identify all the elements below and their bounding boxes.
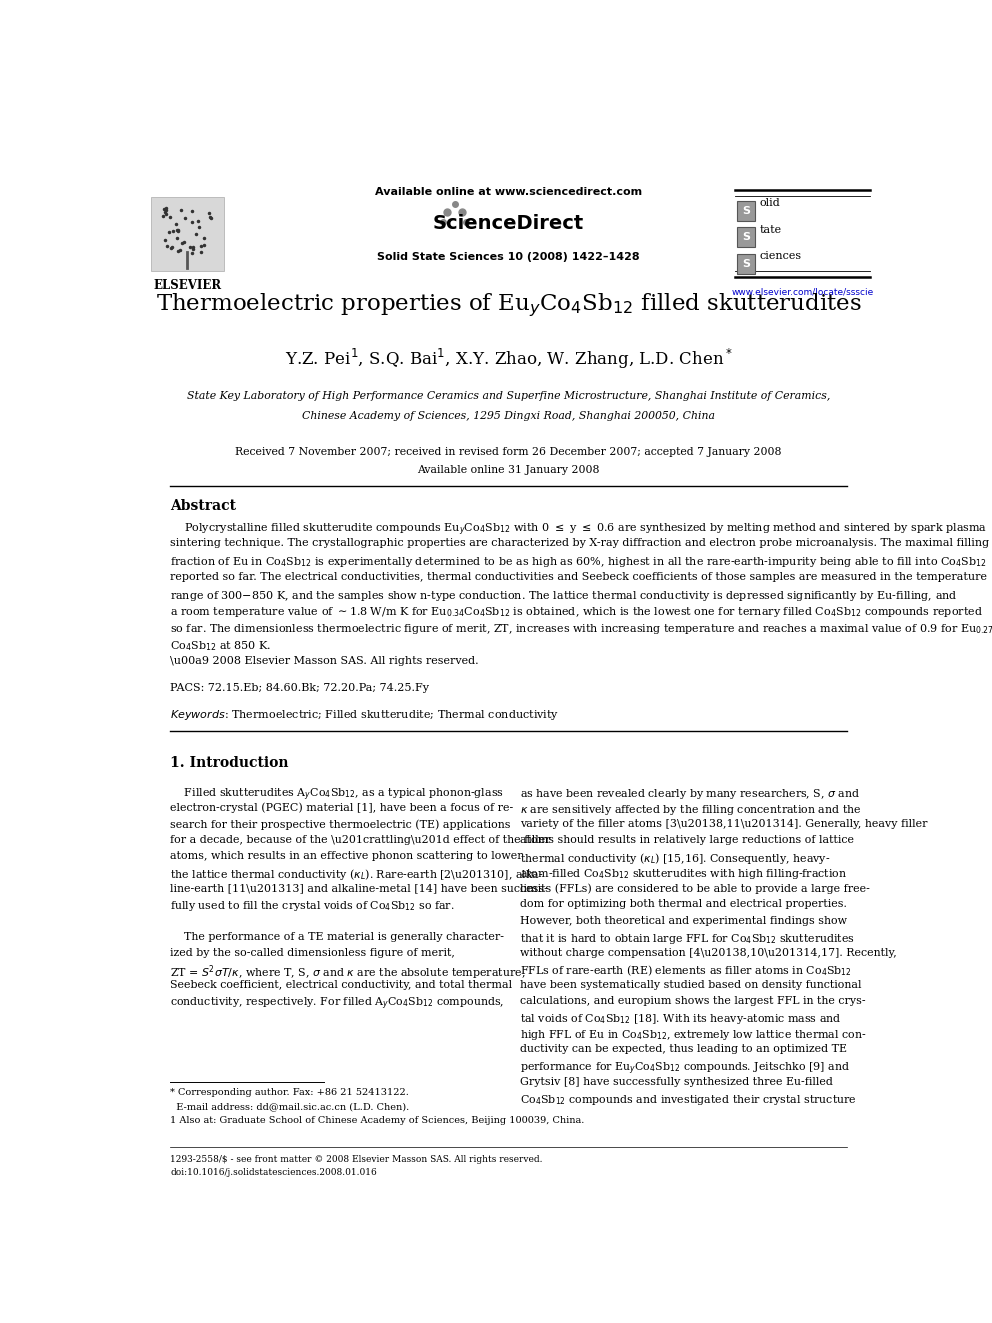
Text: electron-crystal (PGEC) material [1], have been a focus of re-: electron-crystal (PGEC) material [1], ha…	[171, 803, 514, 814]
Text: for a decade, because of the \u201crattling\u201d effect of the filler: for a decade, because of the \u201crattl…	[171, 835, 551, 845]
Text: Co$_4$Sb$_{12}$ compounds and investigated their crystal structure: Co$_4$Sb$_{12}$ compounds and investigat…	[520, 1093, 857, 1106]
Text: atoms, which results in an effective phonon scattering to lower: atoms, which results in an effective pho…	[171, 851, 523, 861]
Text: $\it{Keywords}$: Thermoelectric; Filled skutterudite; Thermal conductivity: $\it{Keywords}$: Thermoelectric; Filled …	[171, 708, 559, 722]
Text: 1 Also at: Graduate School of Chinese Academy of Sciences, Beijing 100039, China: 1 Also at: Graduate School of Chinese Ac…	[171, 1117, 584, 1126]
Text: ELSEVIER: ELSEVIER	[154, 279, 221, 292]
Text: variety of the filler atoms [3\u20138,11\u201314]. Generally, heavy filler: variety of the filler atoms [3\u20138,11…	[520, 819, 928, 830]
Text: without charge compensation [4\u20138,10\u201314,17]. Recently,: without charge compensation [4\u20138,10…	[520, 947, 897, 958]
Text: Polycrystalline filled skutterudite compounds Eu$_y$Co$_4$Sb$_{12}$ with 0 $\leq: Polycrystalline filled skutterudite comp…	[171, 521, 987, 538]
Text: range of 300$-$850 K, and the samples show n-type conduction. The lattice therma: range of 300$-$850 K, and the samples sh…	[171, 589, 957, 603]
Text: atoms should results in relatively large reductions of lattice: atoms should results in relatively large…	[520, 835, 854, 845]
Text: a room temperature value of $\sim$1.8 W/m K for Eu$_{0.34}$Co$_4$Sb$_{12}$ is ob: a room temperature value of $\sim$1.8 W/…	[171, 606, 983, 619]
Text: The performance of a TE material is generally character-: The performance of a TE material is gene…	[171, 931, 504, 942]
FancyBboxPatch shape	[737, 201, 755, 221]
Text: FFLs of rare-earth (RE) elements as filler atoms in Co$_4$Sb$_{12}$: FFLs of rare-earth (RE) elements as fill…	[520, 964, 852, 979]
Text: atom-filled Co$_4$Sb$_{12}$ skutterudites with high filling-fraction: atom-filled Co$_4$Sb$_{12}$ skutterudite…	[520, 868, 847, 881]
Text: Co$_4$Sb$_{12}$ at 850 K.: Co$_4$Sb$_{12}$ at 850 K.	[171, 639, 272, 652]
Text: However, both theoretical and experimental findings show: However, both theoretical and experiment…	[520, 916, 847, 926]
Text: performance for Eu$_y$Co$_4$Sb$_{12}$ compounds. Jeitschko [9] and: performance for Eu$_y$Co$_4$Sb$_{12}$ co…	[520, 1061, 850, 1077]
Text: that it is hard to obtain large FFL for Co$_4$Sb$_{12}$ skutterudites: that it is hard to obtain large FFL for …	[520, 931, 855, 946]
Text: so far. The dimensionless thermoelectric figure of merit, ZT, increases with inc: so far. The dimensionless thermoelectric…	[171, 622, 992, 636]
Text: www.elsevier.com/locate/ssscie: www.elsevier.com/locate/ssscie	[731, 287, 874, 296]
Text: Received 7 November 2007; received in revised form 26 December 2007; accepted 7 : Received 7 November 2007; received in re…	[235, 447, 782, 456]
Text: fraction of Eu in Co$_4$Sb$_{12}$ is experimentally determined to be as high as : fraction of Eu in Co$_4$Sb$_{12}$ is exp…	[171, 556, 987, 569]
Text: Grytsiv [8] have successfully synthesized three Eu-filled: Grytsiv [8] have successfully synthesize…	[520, 1077, 833, 1086]
Text: tal voids of Co$_4$Sb$_{12}$ [18]. With its heavy-atomic mass and: tal voids of Co$_4$Sb$_{12}$ [18]. With …	[520, 1012, 841, 1027]
Text: Solid State Sciences 10 (2008) 1422–1428: Solid State Sciences 10 (2008) 1422–1428	[377, 253, 640, 262]
Text: conductivity, respectively. For filled A$_y$Co$_4$Sb$_{12}$ compounds,: conductivity, respectively. For filled A…	[171, 996, 504, 1012]
Text: calculations, and europium shows the largest FFL in the crys-: calculations, and europium shows the lar…	[520, 996, 866, 1005]
Text: limits (FFLs) are considered to be able to provide a large free-: limits (FFLs) are considered to be able …	[520, 884, 870, 894]
Text: S: S	[742, 259, 750, 269]
Text: line-earth [11\u201313] and alkaline-metal [14] have been success-: line-earth [11\u201313] and alkaline-met…	[171, 884, 548, 893]
Text: * Corresponding author. Fax: +86 21 52413122.: * Corresponding author. Fax: +86 21 5241…	[171, 1088, 409, 1097]
Text: \u00a9 2008 Elsevier Masson SAS. All rights reserved.: \u00a9 2008 Elsevier Masson SAS. All rig…	[171, 656, 479, 665]
Text: ciences: ciences	[760, 251, 802, 262]
Text: 1293-2558/$ - see front matter © 2008 Elsevier Masson SAS. All rights reserved.: 1293-2558/$ - see front matter © 2008 El…	[171, 1155, 543, 1164]
Text: State Key Laboratory of High Performance Ceramics and Superfine Microstructure, : State Key Laboratory of High Performance…	[186, 392, 830, 401]
Text: have been systematically studied based on density functional: have been systematically studied based o…	[520, 980, 861, 990]
Text: ZT = $S^2\sigma T/\kappa$, where T, S, $\sigma$ and $\kappa$ are the absolute te: ZT = $S^2\sigma T/\kappa$, where T, S, $…	[171, 964, 526, 983]
Text: ductivity can be expected, thus leading to an optimized TE: ductivity can be expected, thus leading …	[520, 1044, 847, 1054]
Text: $\kappa$ are sensitively affected by the filling concentration and the: $\kappa$ are sensitively affected by the…	[520, 803, 861, 816]
Text: doi:10.1016/j.solidstatesciences.2008.01.016: doi:10.1016/j.solidstatesciences.2008.01…	[171, 1168, 377, 1177]
Text: S: S	[742, 233, 750, 242]
Text: Y.Z. Pei$^1$, S.Q. Bai$^1$, X.Y. Zhao, W. Zhang, L.D. Chen$^*$: Y.Z. Pei$^1$, S.Q. Bai$^1$, X.Y. Zhao, W…	[285, 347, 732, 372]
Text: dom for optimizing both thermal and electrical properties.: dom for optimizing both thermal and elec…	[520, 900, 847, 909]
Text: 1. Introduction: 1. Introduction	[171, 757, 289, 770]
Text: Available online at www.sciencedirect.com: Available online at www.sciencedirect.co…	[375, 188, 642, 197]
Text: sintering technique. The crystallographic properties are characterized by X-ray : sintering technique. The crystallographi…	[171, 538, 989, 548]
Text: search for their prospective thermoelectric (TE) applications: search for their prospective thermoelect…	[171, 819, 511, 830]
Text: Seebeck coefficient, electrical conductivity, and total thermal: Seebeck coefficient, electrical conducti…	[171, 980, 512, 990]
Text: tate: tate	[760, 225, 782, 235]
Text: E-mail address: dd@mail.sic.ac.cn (L.D. Chen).: E-mail address: dd@mail.sic.ac.cn (L.D. …	[171, 1102, 410, 1111]
Text: ScienceDirect: ScienceDirect	[433, 214, 584, 233]
Text: high FFL of Eu in Co$_4$Sb$_{12}$, extremely low lattice thermal con-: high FFL of Eu in Co$_4$Sb$_{12}$, extre…	[520, 1028, 866, 1043]
Text: as have been revealed clearly by many researchers, S, $\sigma$ and: as have been revealed clearly by many re…	[520, 787, 860, 800]
Text: the lattice thermal conductivity ($\kappa_L$). Rare-earth [2\u201310], alka-: the lattice thermal conductivity ($\kapp…	[171, 868, 544, 882]
Text: Chinese Academy of Sciences, 1295 Dingxi Road, Shanghai 200050, China: Chinese Academy of Sciences, 1295 Dingxi…	[302, 411, 715, 422]
Text: olid: olid	[760, 198, 781, 209]
Text: thermal conductivity ($\kappa_L$) [15,16]. Consequently, heavy-: thermal conductivity ($\kappa_L$) [15,16…	[520, 851, 830, 867]
Text: Abstract: Abstract	[171, 499, 236, 513]
Text: Filled skutterudites A$_y$Co$_4$Sb$_{12}$, as a typical phonon-glass: Filled skutterudites A$_y$Co$_4$Sb$_{12}…	[171, 787, 504, 803]
Text: Thermoelectric properties of Eu$_y$Co$_4$Sb$_{12}$ filled skutterudites: Thermoelectric properties of Eu$_y$Co$_4…	[156, 291, 861, 319]
Text: Available online 31 January 2008: Available online 31 January 2008	[418, 466, 599, 475]
FancyBboxPatch shape	[737, 228, 755, 247]
Text: fully used to fill the crystal voids of Co$_4$Sb$_{12}$ so far.: fully used to fill the crystal voids of …	[171, 900, 454, 913]
FancyBboxPatch shape	[151, 197, 224, 271]
Text: reported so far. The electrical conductivities, thermal conductivities and Seebe: reported so far. The electrical conducti…	[171, 572, 987, 582]
Text: ized by the so-called dimensionless figure of merit,: ized by the so-called dimensionless figu…	[171, 947, 455, 958]
FancyBboxPatch shape	[737, 254, 755, 274]
Text: PACS: 72.15.Eb; 84.60.Bk; 72.20.Pa; 74.25.Fy: PACS: 72.15.Eb; 84.60.Bk; 72.20.Pa; 74.2…	[171, 683, 430, 693]
Text: S: S	[742, 205, 750, 216]
